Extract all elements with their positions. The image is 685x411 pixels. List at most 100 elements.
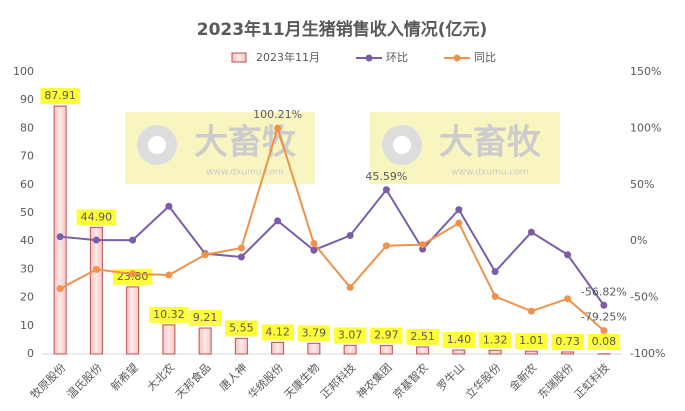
line-marker <box>527 307 535 315</box>
y-tick-label: 100 <box>13 65 34 78</box>
line-marker <box>274 124 282 132</box>
line-marker <box>455 206 463 214</box>
line-marker <box>600 301 608 309</box>
data-label-group: 45.59% <box>365 170 407 183</box>
y-tick-label: 90 <box>20 93 34 106</box>
bar <box>561 351 575 355</box>
data-label-bg <box>149 306 189 323</box>
legend-swatch <box>231 52 247 63</box>
data-label: 4.12 <box>265 325 290 338</box>
data-label-group: 9.21 <box>188 310 222 327</box>
bar <box>416 346 430 355</box>
bar <box>234 337 248 355</box>
line-marker <box>92 236 100 244</box>
line <box>59 124 605 332</box>
y2-tick-label: 50% <box>630 178 654 191</box>
data-label-bg <box>40 88 80 105</box>
data-label-group: 1.32 <box>478 332 512 349</box>
chart-title: 2023年11月生猪销售收入情况(亿元) <box>197 19 488 40</box>
data-label-bg <box>188 310 222 327</box>
legend-label: 2023年11月 <box>256 50 320 64</box>
bar <box>524 350 538 355</box>
data-label-group: 10.32 <box>149 306 189 323</box>
legend-label: 环比 <box>386 51 408 64</box>
line-marker <box>564 251 572 259</box>
data-label-group: 44.90 <box>76 209 117 226</box>
y-tick-label: 80 <box>20 121 34 134</box>
data-label: 2.97 <box>374 329 399 342</box>
line-marker <box>201 251 209 259</box>
y-tick-label: 20 <box>20 291 34 304</box>
data-label-group: 100.21% <box>253 108 302 121</box>
y-tick-label: 50 <box>20 206 34 219</box>
bar <box>162 324 176 355</box>
legend-swatch <box>453 54 461 62</box>
data-label-bg <box>76 209 117 226</box>
bar <box>343 344 357 355</box>
data-label-group: 3.79 <box>297 325 331 342</box>
watermark-icon <box>148 136 166 154</box>
watermark-icon <box>393 136 411 154</box>
y2-tick-label: -100% <box>630 347 665 360</box>
data-label-bg <box>297 325 331 342</box>
y-tick-label: 70 <box>20 150 34 163</box>
data-label-group: 1.40 <box>442 332 476 349</box>
data-label: 0.73 <box>555 335 580 348</box>
data-label-bg <box>333 327 367 344</box>
y-tick-label: 10 <box>20 319 34 332</box>
bar <box>452 349 466 355</box>
data-label-group: 1.01 <box>515 333 548 350</box>
line-marker <box>237 253 245 261</box>
line <box>60 188 605 306</box>
line-marker <box>56 233 64 241</box>
data-label-group: -56.82% <box>581 285 627 298</box>
data-label: 5.55 <box>229 321 254 334</box>
data-label-bg <box>370 327 403 344</box>
data-label-bg <box>515 333 548 350</box>
line-marker <box>419 241 427 249</box>
watermark-text: 大畜牧 <box>439 123 542 163</box>
line-marker <box>310 239 318 247</box>
data-label-bg <box>225 320 258 337</box>
bar <box>198 327 212 355</box>
data-label-group: 87.91 <box>40 88 80 105</box>
data-label: 87.91 <box>44 89 76 102</box>
line-marker <box>346 283 354 291</box>
y-tick-label: 30 <box>20 262 34 275</box>
data-label: -79.25% <box>581 311 627 324</box>
line-marker <box>165 271 173 279</box>
data-label-bg <box>587 334 621 350</box>
data-label: 3.79 <box>302 326 327 339</box>
line-marker <box>382 186 390 194</box>
data-label: -56.82% <box>581 285 627 298</box>
line-marker <box>346 232 354 240</box>
line-marker <box>129 270 137 278</box>
line-marker <box>129 236 137 244</box>
line-marker <box>455 219 463 227</box>
data-label-group: 4.12 <box>261 324 294 341</box>
line-marker <box>165 202 173 210</box>
data-label: 1.32 <box>483 333 508 346</box>
line-marker <box>237 244 245 252</box>
y2-tick-label: 150% <box>630 65 661 78</box>
data-label-group: 2.97 <box>370 327 403 344</box>
bar <box>271 341 285 355</box>
line-marker <box>527 228 535 236</box>
data-label-group: 0.73 <box>551 333 584 350</box>
y-tick-label: 40 <box>20 234 34 247</box>
data-label-group: 3.07 <box>333 327 367 344</box>
legend-swatch <box>365 54 373 62</box>
bar <box>89 226 103 355</box>
data-label: 2.51 <box>410 330 435 343</box>
line-marker <box>600 327 608 335</box>
data-label: 1.40 <box>447 333 472 346</box>
data-label-group: 5.55 <box>225 320 258 337</box>
line-marker <box>491 268 499 276</box>
bar <box>379 345 393 355</box>
bar <box>307 342 321 355</box>
watermark-url: www.dxumu.com <box>451 168 528 178</box>
data-label-bg <box>261 324 294 341</box>
data-label-group: 2.51 <box>406 328 439 345</box>
data-label-bg <box>478 332 512 349</box>
data-label-group: -79.25% <box>581 311 627 324</box>
